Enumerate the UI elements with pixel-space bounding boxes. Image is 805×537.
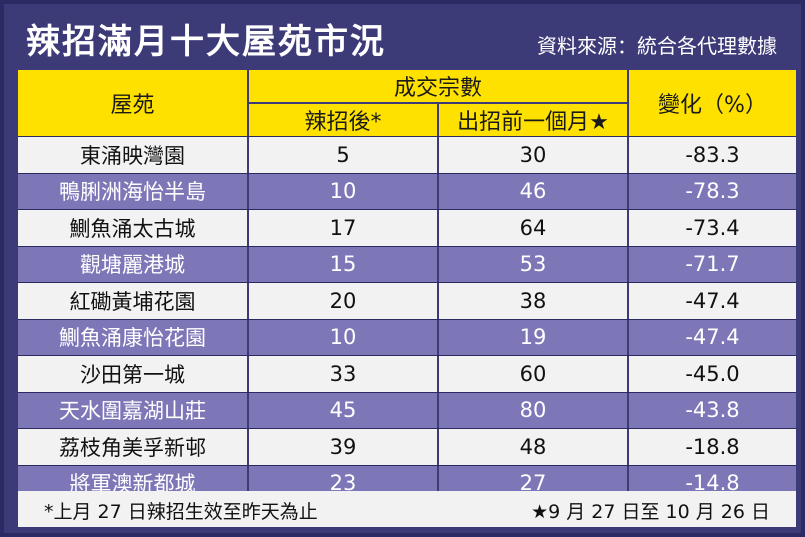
divider bbox=[247, 173, 249, 209]
header-before: 出招前一個月★ bbox=[457, 110, 609, 135]
estate-cell: 荔枝角美孚新邨 bbox=[59, 435, 206, 460]
header-transactions: 成交宗數 bbox=[393, 76, 482, 101]
divider bbox=[437, 102, 439, 136]
divider bbox=[627, 173, 629, 209]
divider bbox=[437, 210, 439, 246]
change-cell: -73.4 bbox=[685, 215, 740, 240]
divider bbox=[627, 246, 629, 282]
estate-cell: 沙田第一城 bbox=[80, 362, 185, 387]
before-cell: 53 bbox=[519, 252, 547, 277]
header-change: 變化（%） bbox=[658, 93, 767, 118]
transactions-table: 屋苑 成交宗數 辣招後* 出招前一個月★ 變化（%） 東涌映灣園 5 30 -83.3… bbox=[18, 70, 796, 501]
divider bbox=[627, 429, 629, 465]
table-row: 天水圍嘉湖山莊 45 80 -43.8 bbox=[18, 391, 796, 428]
divider bbox=[247, 319, 249, 355]
divider bbox=[247, 465, 249, 501]
divider bbox=[627, 392, 629, 428]
divider bbox=[247, 392, 249, 428]
change-cell: -18.8 bbox=[685, 434, 740, 459]
after-cell: 10 bbox=[329, 325, 357, 350]
table-body: 東涌映灣園 5 30 -83.3 鴨脷洲海怡半島 10 46 -78.3 鰂魚涌太古城 17 64 -… bbox=[18, 136, 796, 501]
estate-cell: 天水圍嘉湖山莊 bbox=[59, 399, 206, 424]
divider bbox=[437, 173, 439, 209]
divider bbox=[437, 465, 439, 501]
table-row: 鰂魚涌太古城 17 64 -73.4 bbox=[18, 209, 796, 246]
table-row: 鴨脷洲海怡半島 10 46 -78.3 bbox=[18, 172, 796, 209]
divider bbox=[437, 246, 439, 282]
estate-cell: 鴨脷洲海怡半島 bbox=[59, 180, 206, 205]
table-row: 紅磡黃埔花園 20 38 -47.4 bbox=[18, 282, 796, 319]
divider bbox=[437, 283, 439, 319]
estate-cell: 觀塘麗港城 bbox=[80, 253, 185, 278]
divider bbox=[627, 137, 629, 173]
divider bbox=[627, 283, 629, 319]
after-cell: 20 bbox=[329, 288, 357, 313]
divider bbox=[247, 356, 249, 392]
footnote-right: ★9 月 27 日至 10 月 26 日 bbox=[531, 501, 770, 523]
estate-cell: 鰂魚涌太古城 bbox=[69, 216, 196, 241]
change-cell: -45.0 bbox=[685, 361, 740, 386]
before-cell: 64 bbox=[519, 215, 547, 240]
page-title: 辣招滿月十大屋苑市況 bbox=[26, 22, 386, 62]
footnotes: *上月 27 日辣招生效至昨天為止 ★9 月 27 日至 10 月 26 日 bbox=[18, 491, 796, 527]
divider bbox=[437, 429, 439, 465]
estate-cell: 東涌映灣園 bbox=[80, 143, 185, 168]
after-cell: 17 bbox=[329, 215, 357, 240]
divider bbox=[247, 137, 249, 173]
divider bbox=[247, 429, 249, 465]
before-cell: 60 bbox=[519, 361, 547, 386]
change-cell: -47.4 bbox=[685, 288, 740, 313]
after-cell: 10 bbox=[329, 179, 357, 204]
divider bbox=[627, 356, 629, 392]
header-after: 辣招後* bbox=[304, 110, 382, 135]
before-cell: 19 bbox=[519, 325, 547, 350]
table-row: 觀塘麗港城 15 53 -71.7 bbox=[18, 245, 796, 282]
before-cell: 80 bbox=[519, 398, 547, 423]
after-cell: 39 bbox=[329, 434, 357, 459]
change-cell: -43.8 bbox=[685, 398, 740, 423]
header-estate: 屋苑 bbox=[110, 93, 155, 118]
table-row: 東涌映灣園 5 30 -83.3 bbox=[18, 136, 796, 173]
table-header: 屋苑 成交宗數 辣招後* 出招前一個月★ 變化（%） bbox=[18, 70, 796, 136]
after-cell: 33 bbox=[329, 361, 357, 386]
divider bbox=[627, 319, 629, 355]
divider bbox=[247, 210, 249, 246]
change-cell: -47.4 bbox=[685, 325, 740, 350]
after-cell: 5 bbox=[336, 142, 350, 167]
after-cell: 15 bbox=[329, 252, 357, 277]
footnote-left: *上月 27 日辣招生效至昨天為止 bbox=[44, 501, 318, 523]
estate-cell: 鰂魚涌康怡花園 bbox=[59, 326, 206, 351]
table-row: 荔枝角美孚新邨 39 48 -18.8 bbox=[18, 428, 796, 465]
table-row: 沙田第一城 33 60 -45.0 bbox=[18, 355, 796, 392]
divider bbox=[437, 392, 439, 428]
divider bbox=[627, 210, 629, 246]
before-cell: 38 bbox=[519, 288, 547, 313]
before-cell: 46 bbox=[519, 179, 547, 204]
estate-cell: 紅磡黃埔花園 bbox=[69, 289, 196, 314]
change-cell: -83.3 bbox=[685, 142, 740, 167]
divider bbox=[249, 102, 627, 104]
divider bbox=[627, 465, 629, 501]
change-cell: -71.7 bbox=[685, 252, 740, 277]
before-cell: 30 bbox=[519, 142, 547, 167]
divider bbox=[437, 137, 439, 173]
divider bbox=[437, 319, 439, 355]
data-source: 資料來源：統合各代理數據 bbox=[537, 34, 777, 58]
divider bbox=[627, 70, 629, 136]
before-cell: 48 bbox=[519, 434, 547, 459]
divider bbox=[247, 283, 249, 319]
table-row: 鰂魚涌康怡花園 10 19 -47.4 bbox=[18, 318, 796, 355]
divider bbox=[247, 70, 249, 136]
divider bbox=[437, 356, 439, 392]
change-cell: -78.3 bbox=[685, 179, 740, 204]
after-cell: 45 bbox=[329, 398, 357, 423]
divider bbox=[247, 246, 249, 282]
